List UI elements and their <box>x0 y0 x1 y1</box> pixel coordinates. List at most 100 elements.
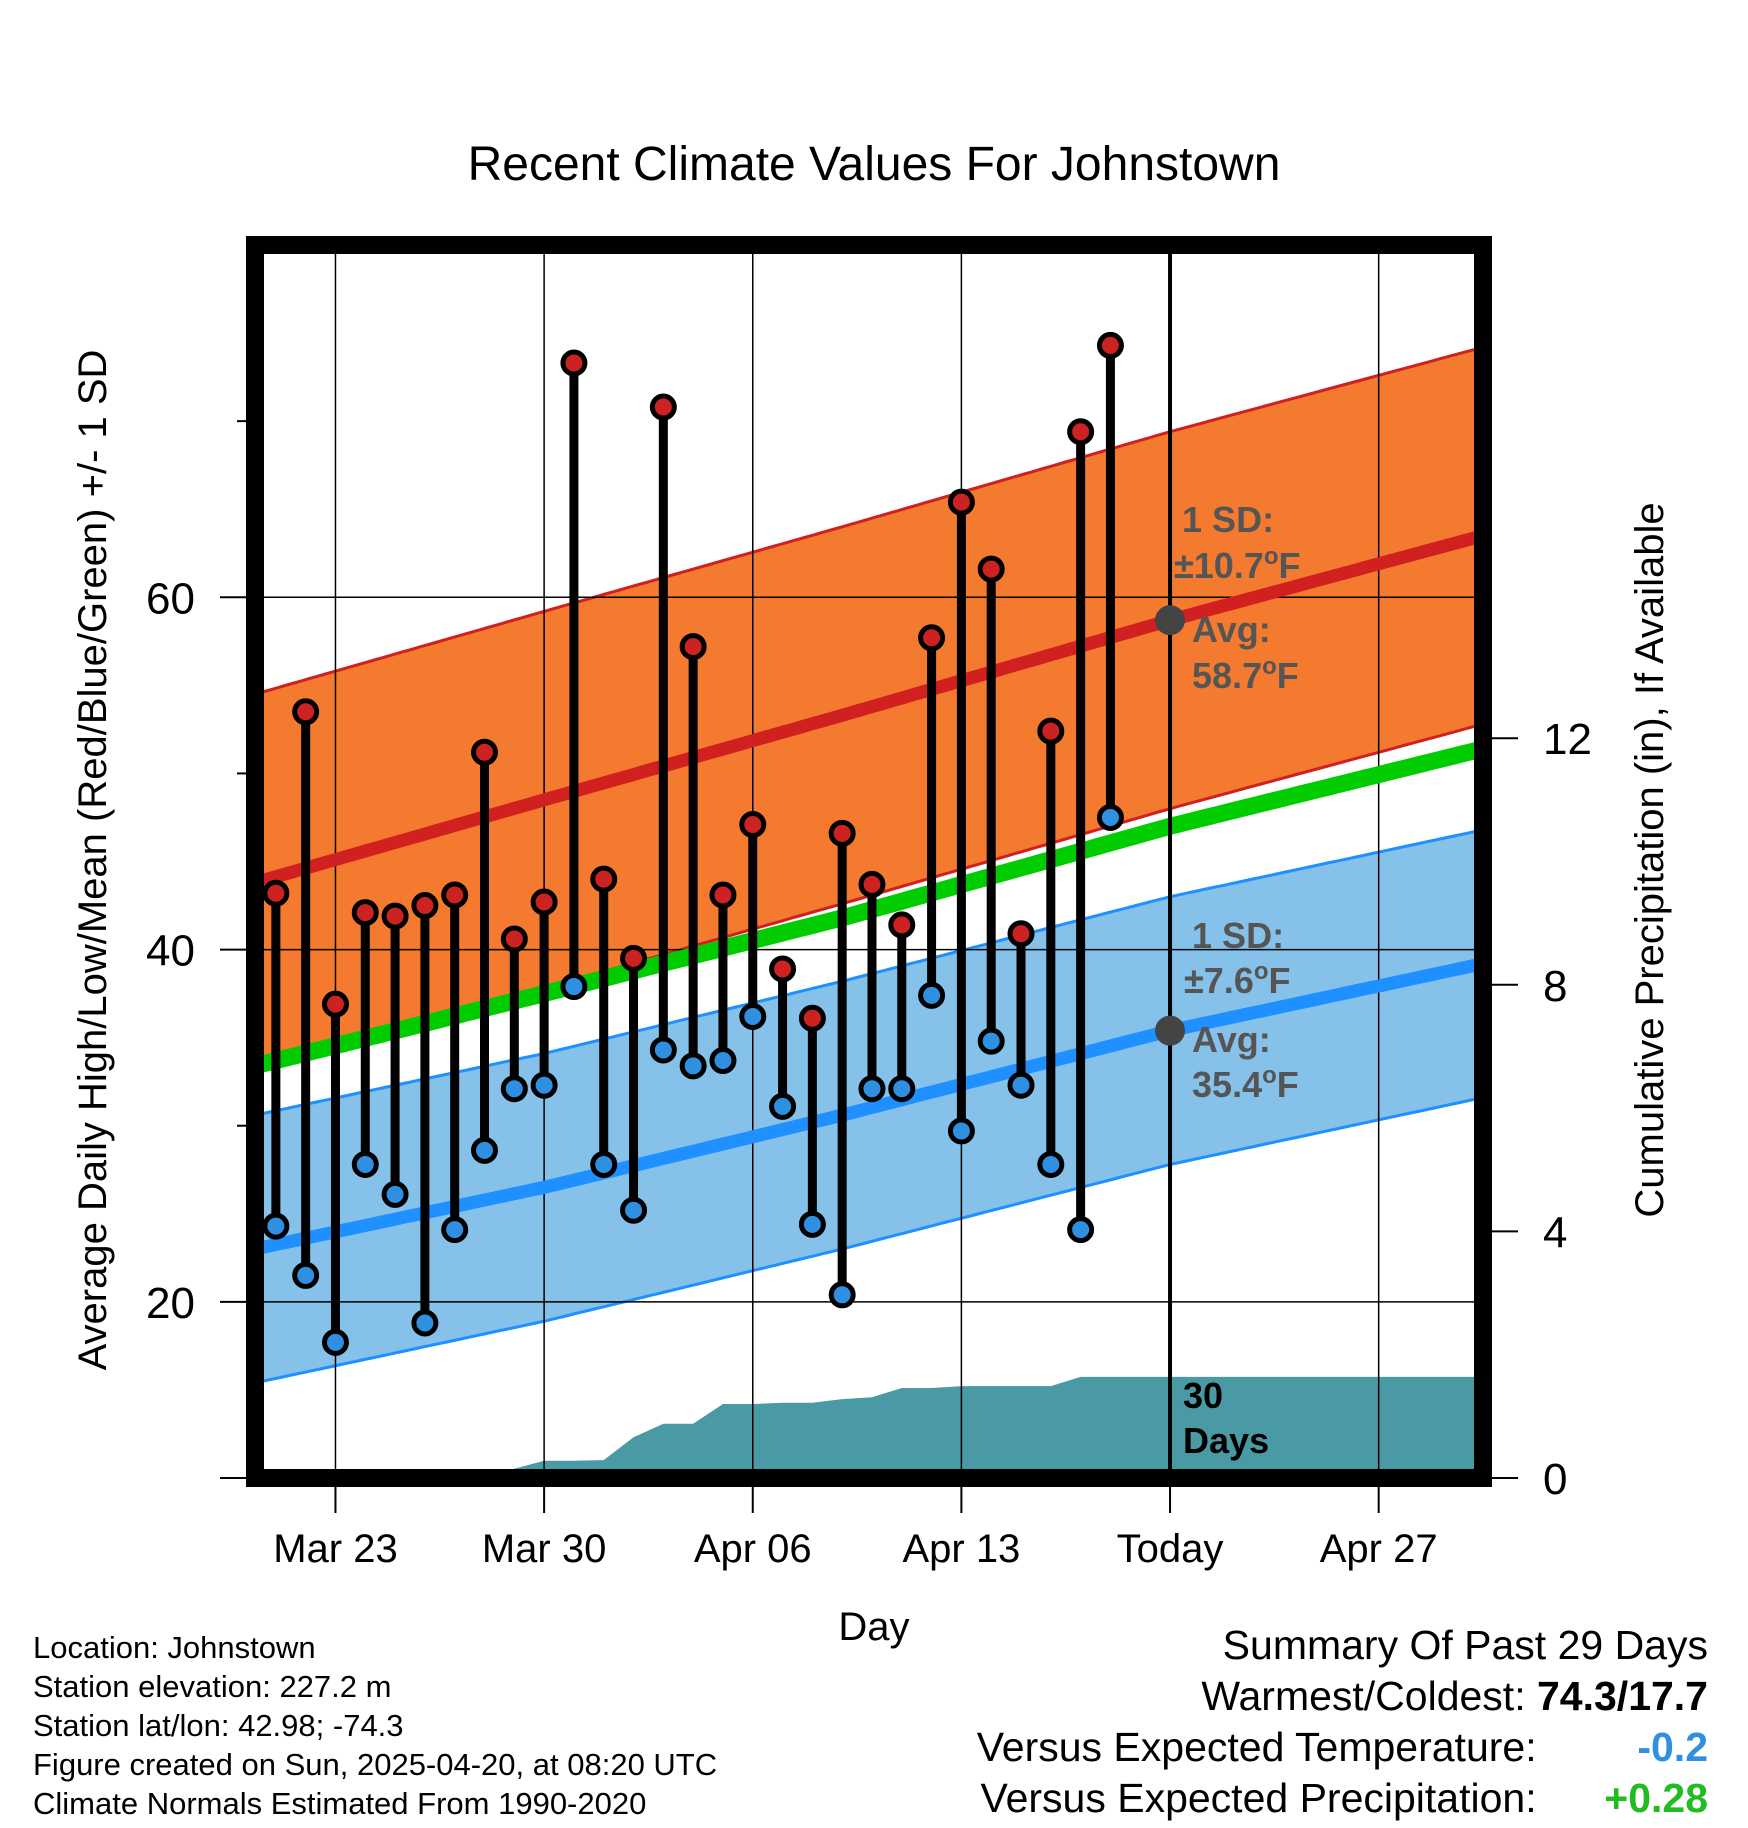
daily-low-marker <box>441 1216 469 1244</box>
created-text: Figure created on Sun, 2025-04-20, at 08… <box>33 1747 718 1782</box>
daily-low-marker <box>1007 1071 1035 1099</box>
daily-low-marker <box>620 1196 648 1224</box>
daily-high-marker <box>798 1004 826 1032</box>
right-tick-label: 4 <box>1543 1208 1567 1257</box>
left-tick-label: 20 <box>146 1279 195 1328</box>
daily-high-marker <box>292 698 320 726</box>
daily-low-marker <box>560 973 588 1001</box>
right-tick-label: 12 <box>1543 715 1592 764</box>
days-count-label: 30 <box>1183 1375 1223 1416</box>
daily-high-marker <box>1067 418 1095 446</box>
x-tick-label: Today <box>1117 1527 1224 1571</box>
low-lower-sd-line <box>255 1097 1478 1385</box>
daily-high-marker <box>1096 331 1124 359</box>
daily-low-marker <box>292 1261 320 1289</box>
low-avg-value: 35.4oF <box>1192 1062 1299 1105</box>
daily-high-marker <box>739 811 767 839</box>
daily-low-marker <box>321 1328 349 1356</box>
right-axis-label: Cumulative Precipitation (in), If Availa… <box>1628 502 1672 1217</box>
daily-low-marker <box>1037 1150 1065 1178</box>
left-tick-label: 60 <box>146 574 195 623</box>
daily-low-marker <box>679 1052 707 1080</box>
daily-low-marker <box>530 1071 558 1099</box>
daily-low-marker <box>351 1150 379 1178</box>
temp-value: -0.2 <box>1637 1724 1708 1770</box>
high-avg-value: 58.7oF <box>1192 653 1299 696</box>
right-tick-label: 0 <box>1543 1455 1567 1504</box>
daily-high-marker <box>441 881 469 909</box>
chart-title: Recent Climate Values For Johnstown <box>468 138 1281 191</box>
temp-label: Versus Expected Temperature: <box>976 1724 1537 1770</box>
normals-text: Climate Normals Estimated From 1990-2020 <box>33 1786 647 1821</box>
daily-high-marker <box>471 738 499 766</box>
summary-warm-cold-row: Warmest/Coldest: 74.3/17.7 <box>977 1671 1708 1722</box>
daily-high-marker <box>709 881 737 909</box>
daily-low-marker <box>500 1075 528 1103</box>
location-text: Location: Johnstown <box>33 1630 316 1665</box>
daily-high-marker <box>858 870 886 898</box>
daily-low-marker <box>739 1003 767 1031</box>
daily-low-marker <box>828 1281 856 1309</box>
daily-high-marker <box>351 899 379 927</box>
daily-low-marker <box>888 1075 916 1103</box>
daily-high-marker <box>590 865 618 893</box>
low-sd-value: ±7.6oF <box>1184 958 1290 1001</box>
today-high-avg-marker <box>1155 605 1186 636</box>
daily-low-marker <box>798 1210 826 1238</box>
high-sd-label: 1 SD: <box>1182 499 1274 540</box>
daily-high-marker <box>321 990 349 1018</box>
plot-frame <box>246 236 1492 1487</box>
daily-high-marker <box>411 892 439 920</box>
elevation-text: Station elevation: 227.2 m <box>33 1669 392 1704</box>
daily-low-marker <box>411 1309 439 1337</box>
high-upper-sd-line <box>255 347 1478 696</box>
days-word-label: Days <box>1183 1420 1269 1461</box>
warm-cold-value: 74.3/17.7 <box>1537 1673 1708 1719</box>
daily-low-marker <box>471 1136 499 1164</box>
right-tick-label: 8 <box>1543 962 1567 1011</box>
summary-title: Summary Of Past 29 Days <box>1222 1622 1708 1668</box>
summary-panel: Summary Of Past 29 Days Warmest/Coldest:… <box>977 1620 1708 1824</box>
daily-high-marker <box>500 925 528 953</box>
high-sd-value: ±10.7oF <box>1174 543 1301 586</box>
summary-precip-row: Versus Expected Precipitation: +0.28 <box>977 1773 1709 1824</box>
x-tick-label: Apr 13 <box>902 1527 1020 1571</box>
precip-label: Versus Expected Precipitation: <box>980 1775 1537 1821</box>
daily-high-marker <box>1037 717 1065 745</box>
x-tick-label: Mar 30 <box>482 1527 607 1571</box>
daily-low-marker <box>947 1117 975 1145</box>
station-info: Location: Johnstown Station elevation: 2… <box>33 1628 717 1823</box>
daily-high-marker <box>620 944 648 972</box>
daily-low-marker <box>769 1092 797 1120</box>
daily-low-marker <box>1067 1216 1095 1244</box>
daily-low-marker <box>977 1027 1005 1055</box>
today-low-avg-marker <box>1155 1015 1186 1046</box>
daily-low-marker <box>858 1075 886 1103</box>
daily-high-marker <box>918 624 946 652</box>
daily-high-marker <box>947 488 975 516</box>
daily-low-marker <box>590 1150 618 1178</box>
high-normal-line <box>255 530 1479 889</box>
daily-high-marker <box>381 902 409 930</box>
daily-high-marker <box>560 349 588 377</box>
x-tick-label: Apr 27 <box>1320 1527 1438 1571</box>
x-tick-label: Mar 23 <box>273 1527 398 1571</box>
precip-value: +0.28 <box>1604 1775 1708 1821</box>
daily-high-marker <box>888 911 916 939</box>
daily-high-marker <box>530 888 558 916</box>
summary-temp-row: Versus Expected Temperature: -0.2 <box>977 1722 1708 1773</box>
daily-high-marker <box>1007 920 1035 948</box>
low-sd-label: 1 SD: <box>1192 915 1284 956</box>
left-tick-label: 40 <box>146 927 195 976</box>
daily-low-marker <box>918 981 946 1009</box>
precipitation-area <box>484 1376 1483 1478</box>
daily-low-marker <box>709 1047 737 1075</box>
daily-high-marker <box>679 633 707 661</box>
daily-low-marker <box>381 1180 409 1208</box>
daily-low-marker <box>262 1212 290 1240</box>
high-avg-label: Avg: <box>1192 609 1271 650</box>
low-avg-label: Avg: <box>1192 1019 1271 1060</box>
warm-cold-label: Warmest/Coldest: <box>1201 1673 1526 1719</box>
